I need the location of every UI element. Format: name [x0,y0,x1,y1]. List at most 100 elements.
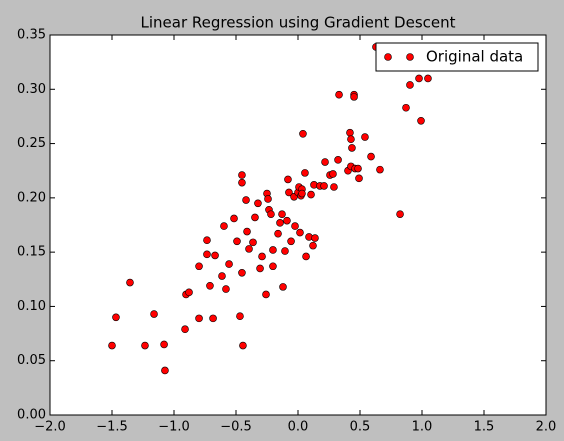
point [185,288,193,297]
y-tick-label: 0.25 [17,136,46,151]
x-tick-label: 0.0 [288,420,309,435]
point [249,238,257,247]
y-tick-label: 0.35 [17,28,46,43]
point [236,312,244,321]
point [302,252,310,261]
point [283,216,291,225]
point [424,74,432,83]
point [258,252,266,261]
point [307,190,315,199]
y-tick-label: 0.15 [17,245,46,260]
point [230,214,238,223]
point [287,237,295,246]
x-tick-label: −1.0 [158,420,190,435]
point [350,93,358,101]
point [269,246,277,254]
point [181,325,189,334]
point [126,278,134,287]
point [321,158,329,166]
point [417,116,425,125]
x-tick-label: −1.5 [96,420,128,435]
point [195,262,203,271]
point [206,281,214,290]
point [242,196,250,204]
point [267,210,275,218]
point [298,189,306,198]
point [161,366,169,375]
point [203,236,211,244]
point [346,128,354,137]
x-tick-label: 1.0 [412,420,433,435]
x-tick-label: −0.5 [220,420,252,435]
point [291,222,299,230]
y-tick-label: 0.00 [17,408,46,423]
point [355,174,363,183]
point [402,103,410,112]
point [254,199,262,208]
point [141,341,149,350]
point [269,262,277,271]
point [209,314,217,323]
point [347,135,355,144]
point [281,247,289,255]
x-tick-label: 0.5 [350,420,371,435]
point [361,133,369,141]
legend-label: Original data [426,48,523,66]
point [279,283,287,291]
point [238,171,246,179]
y-tick-label: 0.05 [17,353,46,368]
point [406,81,414,89]
point [320,182,328,190]
point [264,195,272,203]
legend-marker [406,53,414,61]
point [334,156,342,164]
point [396,210,404,218]
y-tick-label: 0.20 [17,190,46,205]
point [348,144,356,152]
point [354,164,362,173]
y-tick-label: 0.10 [17,299,46,314]
point [243,227,251,236]
point [309,241,317,250]
point [311,234,319,242]
point [225,260,233,268]
legend-marker [384,53,392,61]
point [251,213,259,222]
point [296,228,304,237]
point [238,268,246,277]
point [238,178,246,187]
point [160,340,168,349]
legend-box [375,42,539,72]
x-tick-label: −2.0 [34,420,66,435]
point [262,290,270,299]
point [301,169,309,177]
point [195,314,203,323]
point [299,130,307,138]
y-tick-label: 0.30 [17,82,46,97]
point [211,251,219,260]
point [218,272,226,280]
point [278,210,286,218]
plot-frame [49,34,547,416]
point [274,229,282,238]
point [330,183,338,191]
point [245,245,253,253]
point [285,188,293,197]
point [220,222,228,230]
point [284,175,292,184]
point [150,310,158,318]
point [335,90,343,99]
point [256,264,264,273]
point [329,170,337,178]
point [108,341,116,350]
x-tick-label: 2.0 [536,420,557,435]
point [239,341,247,350]
point [376,165,384,174]
point [222,285,230,293]
x-tick-label: 1.5 [474,420,495,435]
point [112,313,120,322]
point [415,74,423,83]
point [203,250,211,259]
